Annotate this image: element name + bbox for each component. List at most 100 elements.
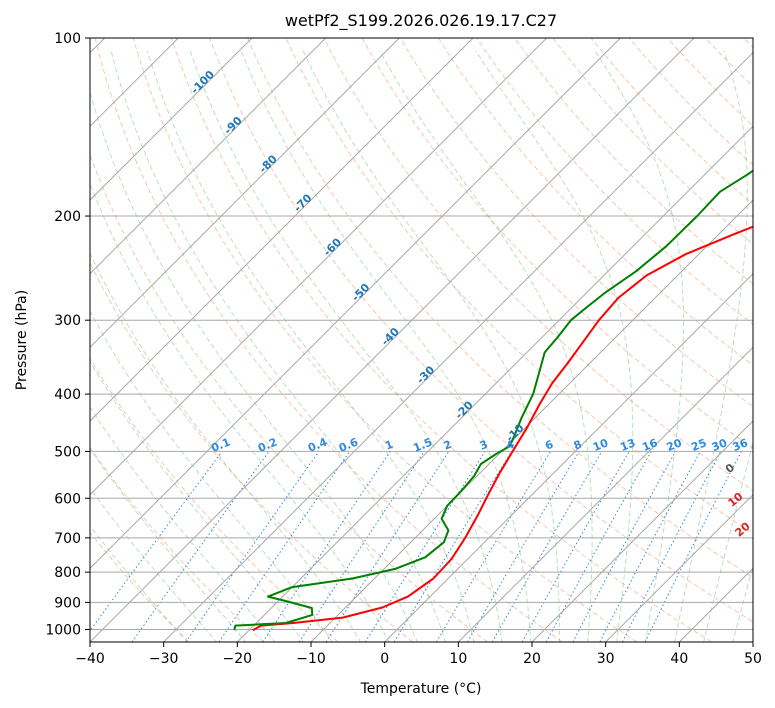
mixing-ratio-label: 0.1: [209, 435, 232, 454]
line-labels: -100-90-80-70-60-50-40-30-20-100.1 0.2 0.4…: [188, 68, 753, 566]
mixing-ratio-label: 25: [689, 436, 708, 454]
mixing-ratio-label: 30: [710, 436, 729, 454]
moist-adiabat: [146, 50, 475, 642]
isotherm-label: -20: [453, 398, 476, 421]
dry-adiabat: [437, 38, 753, 366]
y-tick-label: 1000: [45, 622, 81, 638]
isotherm: [90, 38, 621, 570]
dry-adiabat: [90, 531, 190, 642]
x-tick-label: 10: [449, 651, 467, 667]
isotherm-label: -90: [221, 114, 244, 137]
mixing-ratio-label: 16: [640, 436, 659, 454]
mixing-ratio-label: 8: [572, 438, 584, 453]
mixing-ratio-line: [572, 451, 676, 642]
y-axis: 100 200 300 400 500 600 700 800 900 1000: [45, 31, 90, 638]
moist-adiabat: [90, 448, 247, 642]
mixing-ratio-line: [545, 451, 652, 642]
isotherm: [236, 125, 753, 642]
isotherm-label: -80: [257, 152, 280, 175]
mixing-ratio-label: 13: [618, 436, 637, 454]
y-tick-label: 400: [54, 387, 81, 403]
x-tick-label: 50: [744, 651, 762, 667]
moist-adiabat: [110, 50, 447, 642]
x-tick-label: 20: [523, 651, 541, 667]
isotherm-label: -40: [379, 325, 402, 348]
mixing-ratio-label: 1.5: [411, 435, 434, 454]
moist-adiabat: [90, 90, 418, 642]
isotherm: [163, 51, 753, 642]
mixing-ratio-line: [644, 451, 742, 642]
dry-adiabat: [90, 153, 488, 642]
y-axis-label: Pressure (hPa): [14, 290, 30, 390]
mixing-ratio-line: [325, 451, 450, 642]
profiles: [233, 169, 753, 632]
mixing-ratio-label: 2: [442, 438, 454, 453]
moist-adiabat: [302, 50, 560, 642]
isotherm: [310, 199, 753, 642]
isotherm-label: -30: [414, 363, 437, 386]
y-tick-label: 500: [54, 444, 81, 460]
isotherm-label: -50: [349, 281, 372, 304]
mixing-ratio-line: [262, 451, 391, 642]
dry-adiabat: [90, 357, 339, 642]
isotherm: [457, 346, 753, 642]
dry-adiabat: [323, 38, 753, 492]
moist-adiabat: [703, 440, 753, 642]
isotherms: [90, 38, 753, 642]
y-tick-label: 900: [54, 595, 81, 611]
chart-title: wetPf2_S199.2026.026.19.17.C27: [285, 11, 557, 31]
isotherm: [531, 420, 753, 642]
x-tick-label: −10: [296, 651, 326, 667]
dry-adiabat: [552, 38, 753, 245]
isotherm: [90, 38, 400, 349]
mixing-ratio-label: 0.4: [306, 435, 329, 454]
plot-frame: [89, 37, 754, 643]
dry-adiabat: [209, 38, 753, 623]
x-tick-label: 0: [380, 651, 389, 667]
moist-adiabat-label: 10: [726, 490, 746, 510]
isotherm: [90, 38, 253, 201]
moist-adiabat: [90, 310, 333, 642]
mixing-ratio-label: 0.6: [337, 435, 360, 454]
moist-adiabat: [240, 50, 532, 642]
x-tick-label: 30: [597, 651, 615, 667]
dry-adiabats: [90, 38, 753, 642]
mixing-ratio-label: 10: [591, 436, 610, 454]
moist-adiabat: [594, 50, 684, 642]
mixing-ratio-lines: [90, 451, 742, 642]
moist-adiabat: [90, 182, 390, 642]
x-tick-label: −30: [149, 651, 179, 667]
isotherm: [384, 272, 753, 642]
moist-adiabat: [90, 360, 305, 642]
mixing-ratio-line: [435, 451, 552, 642]
dry-adiabat: [361, 38, 753, 449]
dry-adiabat: [90, 446, 264, 642]
isotherm: [90, 38, 327, 275]
mixing-ratio-line: [621, 451, 722, 642]
mixing-ratio-label: 36: [731, 436, 750, 454]
y-tick-label: 800: [54, 565, 81, 581]
isotherm: [90, 38, 695, 642]
isotherm: [605, 493, 753, 642]
isotherm: [90, 38, 548, 496]
y-tick-label: 700: [54, 531, 81, 547]
mixing-ratio-line: [599, 451, 701, 642]
mixing-ratio-label: 20: [665, 436, 684, 454]
dry-adiabat: [94, 38, 563, 642]
x-tick-label: 40: [670, 651, 688, 667]
moist-adiabat: [379, 50, 593, 642]
x-axis: −40 −30 −20 −10 0 10 20 30 40 50: [75, 642, 762, 667]
dry-adiabat: [705, 38, 753, 88]
isotherm: [90, 38, 474, 422]
profile-line: [252, 225, 753, 632]
mixing-ratio-label: 6: [543, 438, 555, 453]
mixing-ratio-line: [393, 451, 513, 642]
mixing-ratio-line: [467, 451, 580, 642]
moist-adiabat: [475, 50, 634, 642]
isotherm-label: -100: [188, 68, 217, 97]
mixing-ratio-line: [521, 451, 630, 642]
x-tick-label: −40: [75, 651, 105, 667]
mixing-ratio-label: 0.2: [256, 435, 279, 454]
dry-adiabat: [132, 38, 638, 642]
